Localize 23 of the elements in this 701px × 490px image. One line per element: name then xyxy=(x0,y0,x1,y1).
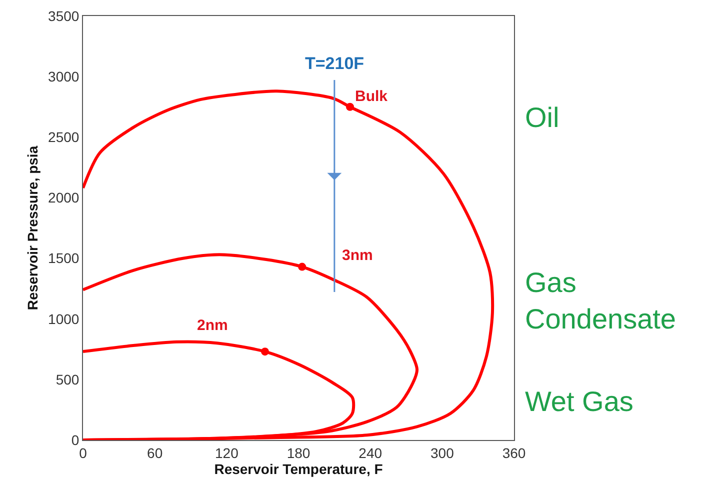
annotation: 3nm xyxy=(342,247,373,264)
text: Wet Gas xyxy=(525,386,634,417)
text: Oil xyxy=(525,102,560,133)
y-tick-label: 1000 xyxy=(48,310,80,327)
annotation: 2nm xyxy=(197,317,228,334)
x-tick-label: 240 xyxy=(358,444,382,461)
annotation: Bulk xyxy=(355,88,388,105)
y-tick-label: 2500 xyxy=(48,129,80,146)
text: Gas Condensate xyxy=(525,267,676,334)
y-tick-label: 500 xyxy=(56,371,80,388)
y-tick-label: 0 xyxy=(71,432,80,448)
ref-line-label: T=210F xyxy=(305,54,364,73)
x-tick-label: 300 xyxy=(430,444,454,461)
x-tick-label: 360 xyxy=(502,444,526,461)
x-tick-label: 180 xyxy=(286,444,310,461)
x-tick-label: 120 xyxy=(214,444,239,461)
y-tick-label: 1500 xyxy=(48,250,80,266)
y-tick-label: 3000 xyxy=(48,68,80,84)
y-axis-title: Reservoir Pressure, psia xyxy=(24,146,41,310)
x-tick-label: 60 xyxy=(147,444,163,461)
x-axis-title: Reservoir Temperature, F xyxy=(214,461,384,478)
y-tick-label: 3500 xyxy=(48,8,80,24)
y-tick-label: 2000 xyxy=(48,190,80,206)
